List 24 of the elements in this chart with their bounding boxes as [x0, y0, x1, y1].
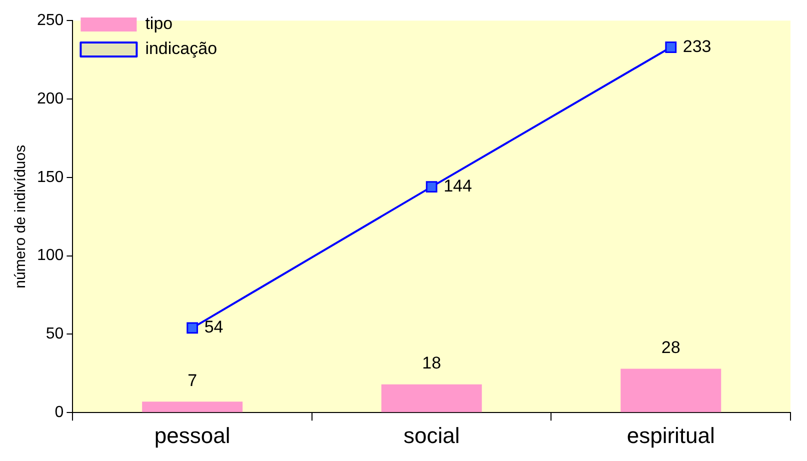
- x-tick-label: espiritual: [626, 422, 715, 448]
- legend-label: indicação: [145, 39, 218, 58]
- point: [426, 181, 438, 193]
- bar: [381, 384, 482, 412]
- y-tick-label: 0: [54, 404, 64, 422]
- data-label: 7: [188, 370, 198, 390]
- data-label: 28: [661, 338, 680, 357]
- y-tick-label: 250: [36, 12, 64, 30]
- y-axis-title: número de indivíduos: [12, 144, 30, 288]
- y-tick-label: 200: [36, 90, 64, 108]
- point: [665, 42, 677, 53]
- data-label: 144: [444, 176, 472, 196]
- point: [186, 322, 198, 334]
- bar: [142, 402, 243, 412]
- data-label: 233: [682, 36, 712, 56]
- x-tick-label: pessoal: [154, 422, 230, 448]
- legend-label: tipo: [145, 14, 173, 34]
- data-label: 54: [204, 318, 224, 337]
- bar: [620, 368, 722, 412]
- data-label: 18: [422, 354, 442, 373]
- y-tick-label: 150: [36, 168, 64, 186]
- y-tick-label: 50: [46, 326, 64, 343]
- x-tick-label: social: [403, 422, 460, 448]
- y-tick-label: 100: [36, 247, 64, 264]
